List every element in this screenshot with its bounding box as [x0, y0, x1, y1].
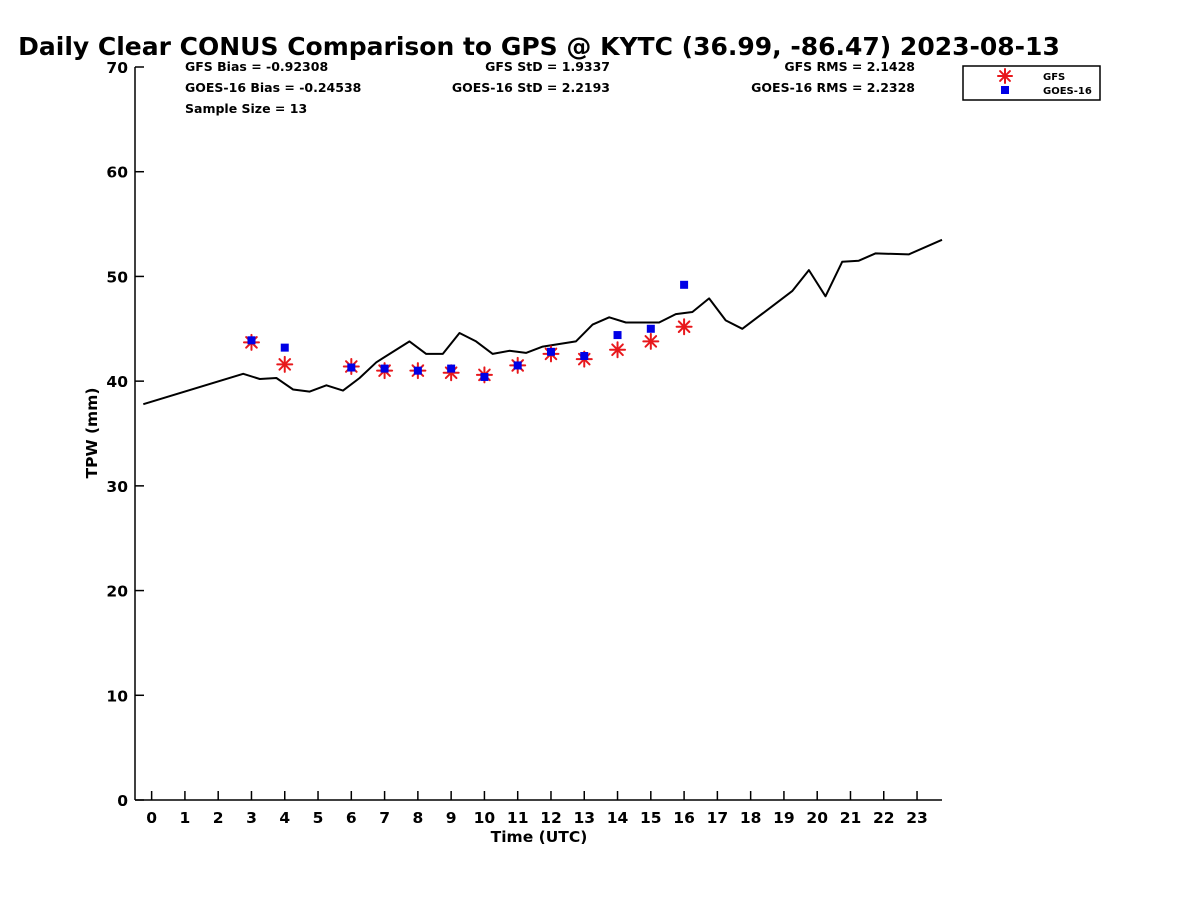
x-tick-label: 11 — [507, 809, 529, 827]
x-tick-label: 23 — [906, 809, 928, 827]
x-tick-label: 12 — [540, 809, 562, 827]
legend-gfs-label: GFS — [1043, 72, 1065, 83]
x-tick-label: 5 — [313, 809, 324, 827]
x-tick-label: 9 — [446, 809, 457, 827]
y-axis-ticks: 0 10 20 30 40 50 60 70 — [106, 59, 144, 810]
y-tick-label: 10 — [106, 687, 128, 705]
gfs-point — [276, 355, 294, 373]
goes16-point — [447, 364, 456, 373]
goes16-point — [546, 347, 555, 356]
goes16-point — [347, 363, 356, 372]
gfs-point-stroke — [278, 358, 292, 371]
x-tick-label: 4 — [279, 809, 290, 827]
y-tick-label: 60 — [106, 164, 128, 182]
goes16-point — [280, 343, 289, 352]
goes16-point — [413, 366, 422, 375]
y-tick-label: 0 — [117, 792, 128, 810]
y-tick-label: 30 — [106, 478, 128, 496]
x-tick-label: 6 — [346, 809, 357, 827]
goes16-point — [380, 364, 389, 373]
x-tick-label: 19 — [773, 809, 795, 827]
goes16-point — [247, 336, 256, 345]
gfs-point-stroke — [611, 343, 624, 357]
gfs-point — [642, 332, 660, 350]
gfs-bias-text: GFS Bias = -0.92308 — [185, 59, 328, 74]
goes-rms-text: GOES-16 RMS = 2.2328 — [751, 80, 915, 95]
legend-gfs-marker — [997, 68, 1013, 84]
goes16-point — [613, 331, 622, 340]
y-tick-label: 40 — [106, 373, 128, 391]
legend-gfs-symbol-stroke — [999, 70, 1011, 82]
goes-std-text: GOES-16 StD = 2.2193 — [452, 80, 610, 95]
x-axis-ticks: 0 1 2 3 4 5 6 7 8 9 10 11 12 13 14 15 16 17 18 19 20 21 22 23 — [146, 791, 928, 827]
plot-series — [143, 238, 943, 406]
x-tick-label: 13 — [573, 809, 595, 827]
legend-goes-marker — [1001, 86, 1009, 94]
legend-gfs-symbol — [997, 68, 1013, 84]
gfs-std-text: GFS StD = 1.9337 — [485, 59, 610, 74]
x-tick-label: 20 — [806, 809, 828, 827]
goes16-point — [580, 352, 589, 361]
gfs-point-stroke — [644, 335, 658, 348]
y-axis-label: TPW (mm) — [83, 388, 101, 479]
y-tick-label: 50 — [106, 268, 128, 286]
x-tick-label: 1 — [180, 809, 191, 827]
goes-bias-text: GOES-16 Bias = -0.24538 — [185, 80, 361, 95]
goes16-point — [480, 372, 489, 381]
sample-size-text: Sample Size = 13 — [185, 101, 307, 116]
legend-goes-symbol — [1001, 86, 1009, 94]
legend-goes-label: GOES-16 — [1043, 86, 1092, 97]
goes16-point — [513, 361, 522, 370]
x-tick-label: 10 — [474, 809, 496, 827]
chart-title: Daily Clear CONUS Comparison to GPS @ KY… — [18, 32, 1060, 61]
x-tick-label: 3 — [246, 809, 257, 827]
x-tick-label: 8 — [412, 809, 423, 827]
gfs-point-stroke — [677, 320, 691, 333]
x-tick-label: 18 — [740, 809, 762, 827]
x-tick-label: 7 — [379, 809, 390, 827]
gfs-rms-text: GFS RMS = 2.1428 — [784, 59, 915, 74]
goes16-point — [680, 280, 689, 289]
gps-tpw-line — [143, 238, 943, 406]
legend-box — [962, 65, 1101, 101]
y-tick-label: 20 — [106, 583, 128, 601]
legend: GFS GOES-16 — [962, 65, 1101, 101]
y-tick-label: 70 — [106, 59, 128, 77]
x-tick-label: 0 — [146, 809, 157, 827]
x-tick-label: 2 — [213, 809, 224, 827]
gfs-point — [609, 341, 627, 359]
gfs-point — [675, 318, 693, 336]
x-tick-label: 17 — [707, 809, 729, 827]
x-tick-label: 21 — [840, 809, 862, 827]
x-tick-label: 22 — [873, 809, 895, 827]
x-tick-label: 15 — [640, 809, 662, 827]
x-axis-label: Time (UTC) — [491, 828, 588, 846]
x-tick-label: 16 — [673, 809, 695, 827]
x-tick-label: 14 — [607, 809, 629, 827]
goes16-point — [646, 324, 655, 333]
